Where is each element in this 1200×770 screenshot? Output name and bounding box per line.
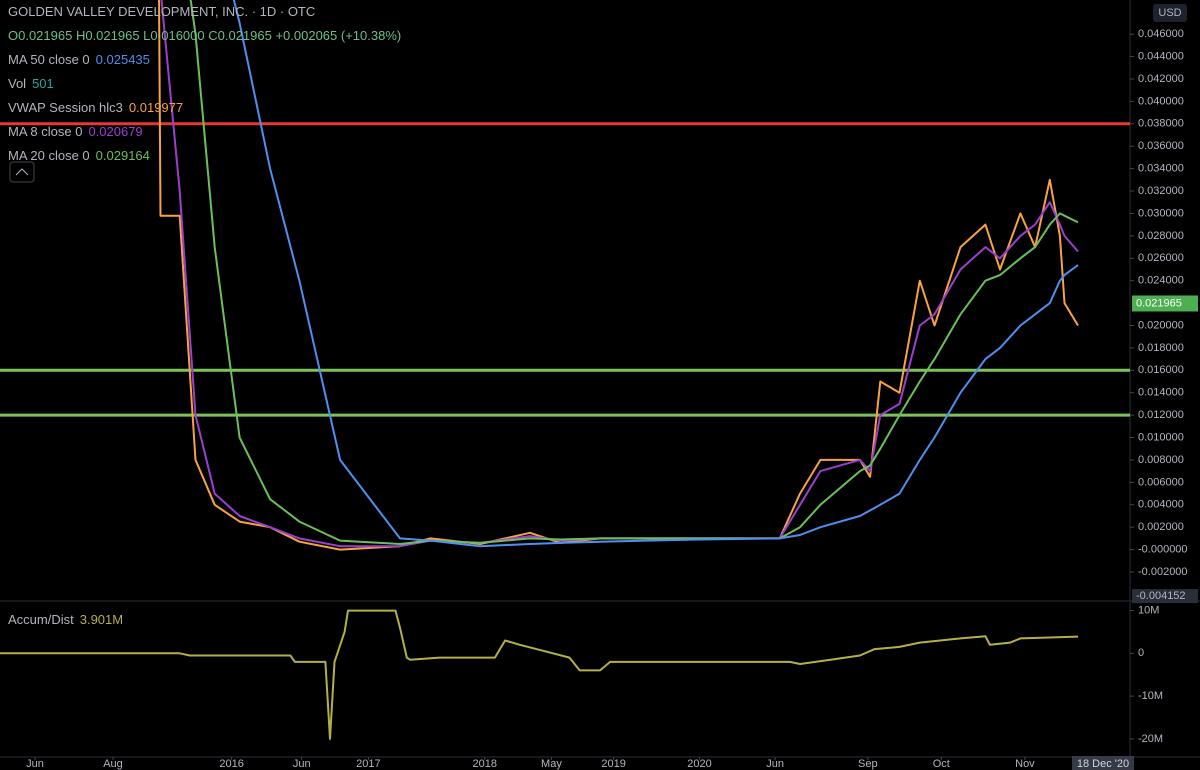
date-badge-label: 18 Dec '20	[1077, 758, 1129, 770]
last-price-badge	[1132, 295, 1198, 312]
series-group	[0, 609, 1079, 740]
ad-title: Accum/Dist	[8, 612, 74, 627]
collapse-button[interactable]	[9, 161, 35, 183]
y-tick-label: 0.006000	[1138, 476, 1184, 488]
indicator-row[interactable]: MA 50 close 0 0.025435	[8, 52, 150, 67]
ad-value: 3.901M	[79, 612, 124, 627]
ad-legend: Accum/Dist 3.901M	[8, 612, 123, 627]
y-tick-label: 0	[1138, 647, 1144, 659]
x-tick-label: Aug	[103, 758, 123, 770]
y-tick-label: 10M	[1138, 604, 1159, 616]
indicator-value: 501	[32, 76, 54, 91]
y-tick-label: 0.040000	[1138, 95, 1184, 107]
collapse-icon	[15, 168, 29, 176]
series-line	[158, 0, 1079, 551]
x-tick-label: Oct	[933, 758, 950, 770]
y-tick-label: 0.030000	[1138, 207, 1184, 219]
low-marker-badge	[1132, 589, 1198, 604]
indicator-name: MA 50 close 0	[8, 52, 90, 67]
y-tick-label: -20M	[1138, 733, 1163, 745]
x-tick-label: 2019	[601, 758, 625, 770]
y-tick-label: -0.002000	[1138, 566, 1188, 578]
indicator-row[interactable]: VWAP Session hlc3 0.019977	[8, 100, 183, 115]
y-tick-label: 0.046000	[1138, 28, 1184, 40]
y-tick-label: -10M	[1138, 690, 1163, 702]
x-tick-label: 2018	[473, 758, 497, 770]
x-tick-label: Sep	[858, 758, 878, 770]
symbol-title: GOLDEN VALLEY DEVELOPMENT, INC. · 1D · O…	[8, 4, 316, 19]
x-tick-label: 2020	[687, 758, 711, 770]
x-tick-label: Nov	[1015, 758, 1035, 770]
y-tick-label: 0.012000	[1138, 409, 1184, 421]
last-price-label: 0.021965	[1136, 297, 1182, 309]
x-tick-label: Jun	[766, 758, 784, 770]
x-tick-label: Jun	[293, 758, 311, 770]
y-tick-label: 0.036000	[1138, 140, 1184, 152]
indicator-name: MA 8 close 0	[8, 124, 83, 139]
indicator-name: MA 20 close 0	[8, 148, 90, 163]
y-tick-label: 0.004000	[1138, 499, 1184, 511]
series-line	[0, 609, 1079, 740]
y-tick-label: 0.034000	[1138, 163, 1184, 175]
x-tick-label: 2016	[219, 758, 243, 770]
y-tick-label: 0.014000	[1138, 387, 1184, 399]
indicator-row[interactable]: MA 20 close 0 0.029164	[8, 148, 150, 163]
indicator-row[interactable]: MA 8 close 0 0.020679	[8, 124, 143, 139]
indicator-value: 0.025435	[95, 52, 150, 67]
y-tick-label: -0.000000	[1138, 543, 1188, 555]
x-tick-label: May	[541, 758, 562, 770]
indicator-value: 0.020679	[88, 124, 143, 139]
indicator-name: Vol	[8, 76, 27, 91]
ohlc: O0.021965 H0.021965 L0.016000 C0.021965 …	[8, 28, 402, 43]
y-tick-label: 0.032000	[1138, 185, 1184, 197]
indicator-name: VWAP Session hlc3	[8, 100, 123, 115]
y-tick-label: 0.020000	[1138, 319, 1184, 331]
y-tick-label: 0.016000	[1138, 364, 1184, 376]
y-tick-label: 0.026000	[1138, 252, 1184, 264]
series-line	[232, 0, 1079, 548]
ohlc-row: O0.021965 H0.021965 L0.016000 C0.021965 …	[8, 28, 401, 43]
x-tick-label: 2017	[356, 758, 380, 770]
date-badge	[1072, 756, 1134, 770]
y-tick-label: 0.038000	[1138, 118, 1184, 130]
y-tick-label: 0.002000	[1138, 521, 1184, 533]
y-tick-label: 0.028000	[1138, 230, 1184, 242]
indicator-value: 0.029164	[95, 148, 150, 163]
y-tick-label: 0.024000	[1138, 275, 1184, 287]
y-tick-label: 0.044000	[1138, 50, 1184, 62]
y-tick-label: 0.018000	[1138, 342, 1184, 354]
series-group	[158, 0, 1079, 551]
x-tick-label: Jun	[26, 758, 44, 770]
low-marker-label: -0.004152	[1136, 590, 1186, 602]
currency-badge[interactable]	[1153, 4, 1187, 22]
series-line	[189, 0, 1079, 545]
y-tick-label: 0.008000	[1138, 454, 1184, 466]
indicator-row[interactable]: Vol 501	[8, 76, 54, 91]
series-line	[160, 0, 1079, 548]
indicator-value: 0.019977	[128, 100, 184, 115]
legend-title-row: GOLDEN VALLEY DEVELOPMENT, INC. · 1D · O…	[8, 4, 315, 19]
currency-label: USD	[1158, 7, 1181, 19]
y-tick-label: 0.042000	[1138, 73, 1184, 85]
y-tick-label: 0.010000	[1138, 431, 1184, 443]
